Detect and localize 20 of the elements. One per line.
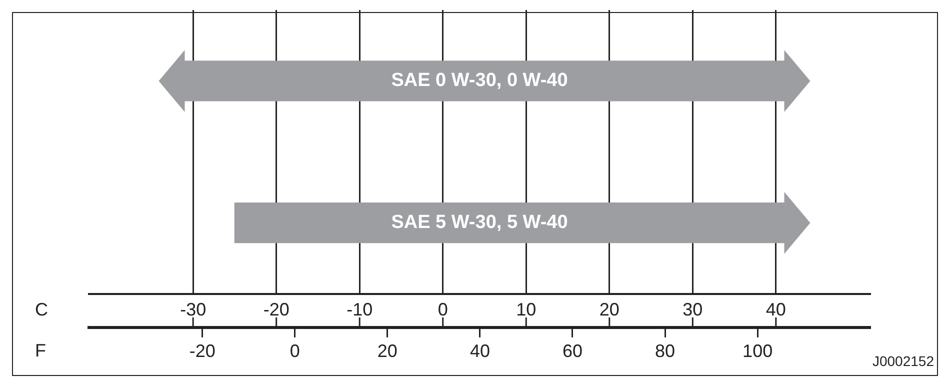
text: J0002152	[872, 353, 934, 369]
x2-tick-label: 60	[562, 341, 583, 362]
y-tick-label: SAE 5 W-30, 5 W-40	[391, 212, 568, 234]
x2-tick-label: 100	[742, 341, 773, 362]
x-tick-label: 40	[766, 300, 786, 320]
x2-tick-label: 80	[655, 341, 676, 362]
x-tick-label: 0	[438, 300, 448, 320]
x-tick-label: 30	[682, 300, 703, 320]
x-tick-label: -10	[346, 300, 373, 320]
x-tick-label: -20	[263, 300, 290, 320]
x2-axis-title: F	[35, 340, 46, 360]
x2-tick-label: 0	[290, 341, 300, 362]
x-tick-label: -30	[180, 300, 206, 320]
x-tick-label: 20	[599, 300, 620, 320]
x2-tick-label: 20	[377, 341, 398, 362]
x2-tick-label: -20	[189, 341, 216, 362]
x-tick-label: 10	[516, 300, 536, 320]
x2-tick-label: 40	[470, 341, 490, 362]
x-axis-title: C	[35, 300, 48, 320]
y-tick-label: SAE 0 W-30, 0 W-40	[391, 70, 568, 92]
